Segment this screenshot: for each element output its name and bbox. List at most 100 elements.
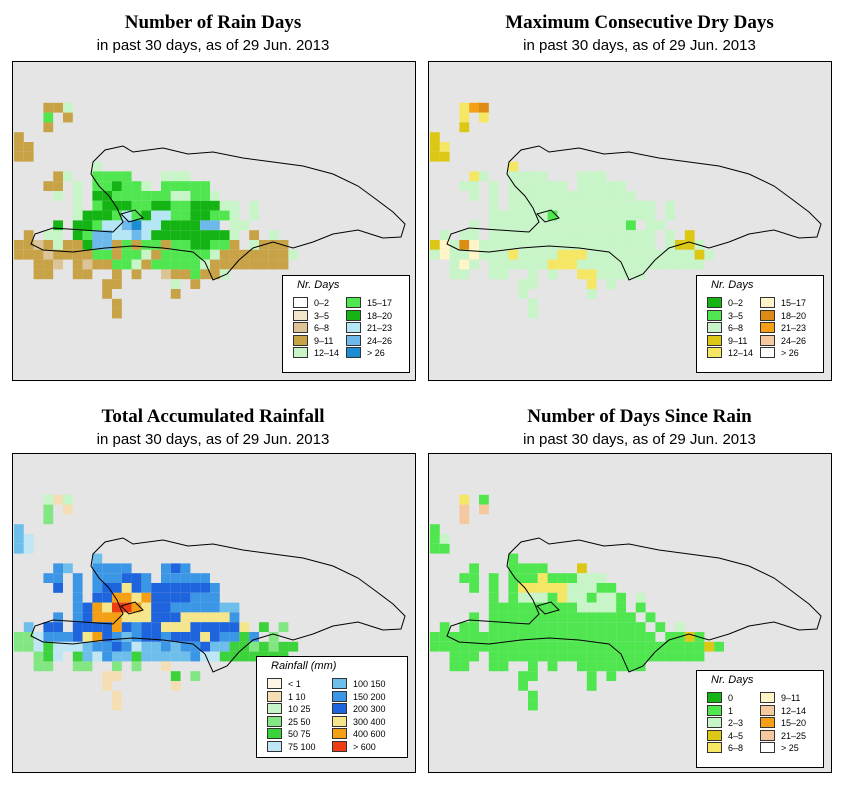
- legend-entry: 300 400: [332, 715, 386, 728]
- grid-cell: [518, 583, 528, 593]
- grid-cell: [102, 671, 112, 681]
- grid-cell: [645, 641, 656, 652]
- grid-cell: [102, 249, 112, 260]
- grid-cell: [112, 240, 122, 250]
- grid-cell: [616, 612, 626, 623]
- grid-cell: [210, 220, 220, 231]
- legend-entry: 3–5: [293, 309, 329, 322]
- grid-cell: [655, 259, 666, 270]
- grid-cell: [694, 641, 705, 652]
- grid-cell: [112, 583, 122, 593]
- grid-cell: [596, 230, 607, 240]
- grid-cell: [596, 249, 607, 260]
- grid-cell: [92, 259, 103, 270]
- grid-cell: [92, 602, 103, 613]
- grid-cell: [72, 269, 83, 280]
- grid-cell: [53, 573, 63, 583]
- grid-cell: [239, 220, 250, 231]
- grid-cell: [577, 240, 587, 250]
- grid-cell: [439, 641, 450, 652]
- grid-cell: [23, 632, 34, 642]
- grid-cell: [112, 269, 122, 280]
- legend-swatch: [267, 728, 282, 739]
- grid-cell: [161, 249, 171, 260]
- legend-entry: 9–11: [293, 334, 333, 347]
- grid-cell: [33, 651, 44, 662]
- grid-cell: [200, 602, 210, 613]
- grid-cell: [229, 200, 240, 211]
- grid-cell: [586, 573, 597, 583]
- grid-cell: [170, 191, 181, 201]
- grid-cell: [537, 563, 548, 574]
- grid-cell: [596, 592, 607, 603]
- legend-label: 18–20: [367, 310, 393, 321]
- legend-label: 0–2: [728, 298, 744, 308]
- legend-entry: 12–14: [760, 704, 806, 717]
- grid-cell: [430, 142, 440, 152]
- grid-cell: [43, 622, 54, 632]
- grid-cell: [151, 200, 161, 211]
- grid-cell: [121, 563, 132, 574]
- grid-cell: [131, 612, 142, 623]
- grid-cell: [200, 592, 210, 603]
- grid-cell: [102, 612, 112, 623]
- grid-cell: [469, 583, 479, 593]
- grid-cell: [180, 240, 191, 250]
- grid-cell: [72, 602, 83, 613]
- grid-cell: [557, 622, 568, 632]
- grid-cell: [190, 240, 201, 250]
- grid-cell: [121, 622, 132, 632]
- grid-cell: [43, 504, 54, 515]
- grid-cell: [43, 249, 54, 260]
- grid-cell: [488, 240, 499, 250]
- grid-cell: [53, 220, 63, 231]
- grid-cell: [586, 651, 597, 662]
- grid-cell: [131, 583, 142, 593]
- legend-label: 15–17: [367, 298, 393, 308]
- grid-cell: [210, 651, 220, 662]
- grid-cell: [675, 622, 685, 632]
- legend-entry: 18–20: [346, 309, 393, 322]
- grid-cell: [528, 269, 538, 280]
- grid-cell: [121, 583, 132, 593]
- legend-swatch: [267, 715, 282, 727]
- grid-cell: [537, 220, 548, 231]
- grid-cell: [498, 612, 509, 623]
- grid-cell: [528, 592, 538, 603]
- grid-cell: [141, 249, 152, 260]
- grid-cell: [14, 132, 24, 142]
- grid-cell: [528, 661, 538, 672]
- grid-cell: [92, 249, 103, 260]
- grid-cell: [14, 641, 24, 652]
- grid-cell: [528, 563, 538, 574]
- grid-cell: [72, 641, 83, 652]
- grid-cell: [665, 259, 675, 270]
- grid-cell: [92, 161, 103, 172]
- grid-cell: [537, 612, 548, 623]
- grid-cell: [102, 210, 112, 221]
- grid-cell: [586, 632, 597, 642]
- grid-cell: [33, 259, 44, 270]
- legend-entry: 18–20: [760, 309, 806, 322]
- grid-cell: [190, 249, 201, 260]
- legend-entry: 2–3: [707, 717, 743, 729]
- legend-swatch: [346, 309, 361, 321]
- grid-cell: [141, 592, 152, 603]
- grid-cell: [200, 181, 210, 191]
- grid-cell: [518, 681, 528, 691]
- legend-entry: 4–5: [707, 729, 743, 742]
- grid-cell: [190, 269, 201, 280]
- grid-cell: [63, 504, 73, 515]
- grid-cell: [488, 259, 499, 270]
- grid-cell: [121, 200, 132, 211]
- grid-cell: [537, 200, 548, 211]
- grid-cell: [112, 259, 122, 270]
- grid-cell: [488, 269, 499, 280]
- grid-cell: [616, 230, 626, 240]
- grid-cell: [102, 651, 112, 662]
- grid-cell: [596, 240, 607, 250]
- grid-cell: [430, 534, 440, 544]
- grid-cell: [141, 622, 152, 632]
- grid-cell: [190, 632, 201, 642]
- grid-cell: [210, 259, 220, 270]
